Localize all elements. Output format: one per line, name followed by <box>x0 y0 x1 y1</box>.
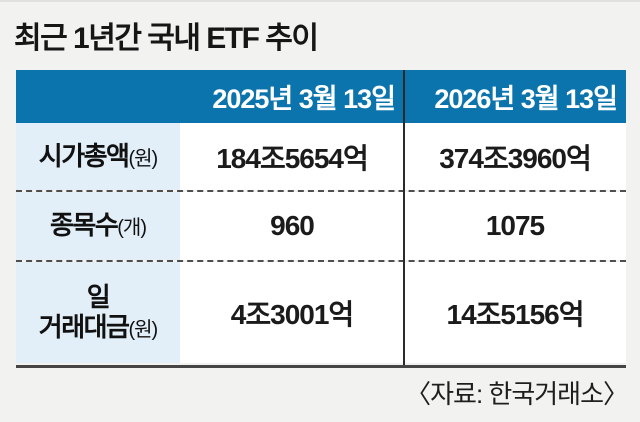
row-label-line2: 거래대금(원) <box>38 311 158 342</box>
row-label-text: 시가총액(원) <box>38 140 158 171</box>
cell-listed-count-2025: 960 <box>180 192 404 260</box>
row-label-line1: 일 <box>86 281 111 312</box>
row-label-unit: (원) <box>128 147 158 170</box>
column-header-2026: 2026년 3월 13일 <box>434 84 618 114</box>
table-row-daily-trading-value: 일 거래대금(원) 4조3001억 14조5156억 <box>16 262 626 363</box>
table-row-market-cap: 시가총액(원) 184조5654억 374조3960억 <box>16 123 626 192</box>
row-label-unit: (개) <box>117 217 147 240</box>
row-label-listed-count: 종목수(개) <box>16 192 180 260</box>
etf-table: 2025년 3월 13일 2026년 3월 13일 시가총액(원) 184조56… <box>16 70 626 368</box>
row-label-text: 종목수(개) <box>50 210 147 241</box>
row-label-daily-trading-value: 일 거래대금(원) <box>16 262 180 363</box>
top-rule <box>0 0 640 2</box>
cell-market-cap-2025: 184조5654억 <box>180 123 404 190</box>
column-header-2025: 2025년 3월 13일 <box>212 84 396 114</box>
row-label-unit: (원) <box>128 318 158 341</box>
table-header-row: 2025년 3월 13일 2026년 3월 13일 <box>16 70 626 123</box>
cell-market-cap-2026: 374조3960억 <box>404 123 626 190</box>
page-title: 최근 1년간 국내 ETF 추이 <box>14 22 319 55</box>
cell-daily-trading-value-2026: 14조5156억 <box>404 262 626 363</box>
cell-daily-trading-value-2025: 4조3001억 <box>180 262 404 363</box>
row-label-market-cap: 시가총액(원) <box>16 123 180 190</box>
cell-listed-count-2026: 1075 <box>404 192 626 260</box>
source-note: 〈자료: 한국거래소〉 <box>405 379 629 409</box>
column-divider <box>403 70 405 365</box>
table-row-listed-count: 종목수(개) 960 1075 <box>16 192 626 262</box>
